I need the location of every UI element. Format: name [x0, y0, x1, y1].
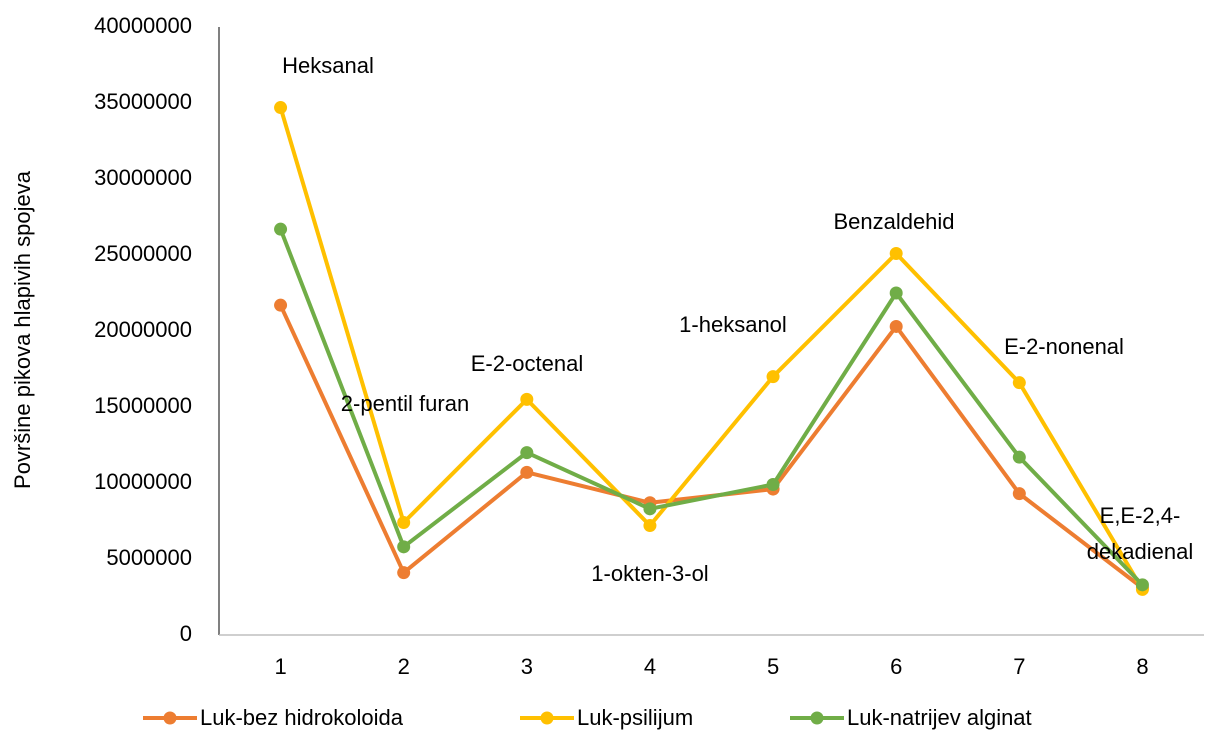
- point: [1135, 578, 1149, 592]
- point: [274, 298, 288, 312]
- x-tick-label: 8: [1136, 654, 1148, 679]
- legend-marker: [540, 711, 554, 725]
- point: [889, 246, 903, 260]
- point: [520, 446, 534, 460]
- x-tick-label: 4: [644, 654, 656, 679]
- y-tick-label: 10000000: [94, 469, 192, 494]
- x-tick-label: 6: [890, 654, 902, 679]
- point: [1012, 376, 1026, 390]
- x-tick-label: 1: [274, 654, 286, 679]
- point: [397, 566, 411, 580]
- point: [766, 370, 780, 384]
- y-axis-label: Površine pikova hlapivih spojeva: [10, 170, 35, 489]
- annotation: E-2-nonenal: [1004, 334, 1124, 359]
- point: [520, 465, 534, 479]
- legend-label: Luk-bez hidrokoloida: [200, 705, 404, 730]
- point: [889, 286, 903, 300]
- point: [274, 222, 288, 236]
- point: [766, 478, 780, 492]
- annotation: Benzaldehid: [833, 209, 954, 234]
- series-line: [278, 228, 1144, 587]
- point: [397, 516, 411, 530]
- annotation: 1-heksanol: [679, 312, 787, 337]
- point: [643, 502, 657, 516]
- point: [643, 519, 657, 533]
- annotation: Heksanal: [282, 53, 374, 78]
- point: [1012, 450, 1026, 464]
- y-tick-label: 20000000: [94, 317, 192, 342]
- legend-marker: [810, 711, 824, 725]
- point: [274, 101, 288, 115]
- point: [520, 392, 534, 406]
- x-tick-label: 5: [767, 654, 779, 679]
- legend-marker: [163, 711, 177, 725]
- y-tick-label: 5000000: [106, 545, 192, 570]
- annotation: E-2-octenal: [471, 351, 584, 376]
- y-tick-label: 35000000: [94, 89, 192, 114]
- y-tick-label: 0: [180, 621, 192, 646]
- series-line: [278, 106, 1145, 591]
- point: [889, 319, 903, 333]
- annotation: dekadienal: [1087, 539, 1193, 564]
- point: [397, 540, 411, 554]
- x-tick-label: 3: [521, 654, 533, 679]
- x-tick-label: 7: [1013, 654, 1025, 679]
- y-tick-label: 15000000: [94, 393, 192, 418]
- annotation: E,E-2,4-: [1100, 503, 1181, 528]
- y-tick-label: 30000000: [94, 165, 192, 190]
- annotation: 1-okten-3-ol: [591, 561, 708, 586]
- legend-label: Luk-psilijum: [577, 705, 693, 730]
- y-tick-label: 25000000: [94, 241, 192, 266]
- legend-label: Luk-natrijev alginat: [847, 705, 1032, 730]
- annotation: 2-pentil furan: [341, 391, 469, 416]
- x-tick-label: 2: [398, 654, 410, 679]
- y-tick-label: 40000000: [94, 13, 192, 38]
- point: [1012, 487, 1026, 501]
